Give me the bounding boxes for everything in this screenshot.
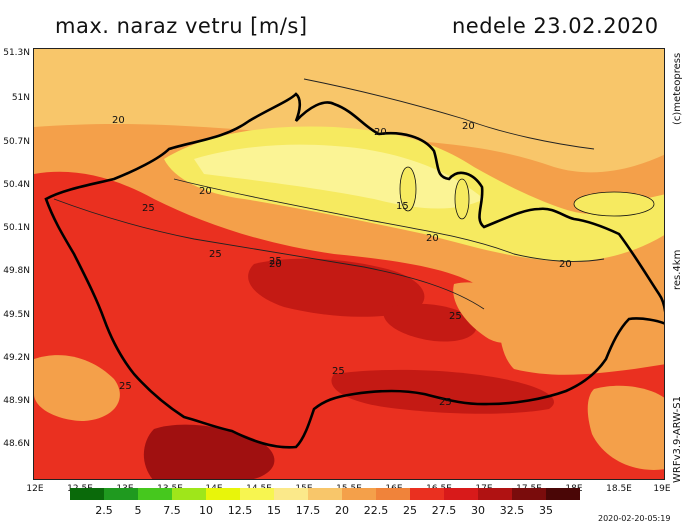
lat-tick: 49.2N (3, 353, 30, 363)
color-scale-segment (410, 488, 444, 500)
very-high-gust-patch (248, 258, 425, 317)
contour-label: 20 (112, 115, 125, 126)
color-scale-label: 30 (471, 504, 485, 517)
color-scale-segment (206, 488, 240, 500)
wind-gust-map: 20 20 20 20 20 20 20 25 25 25 25 25 25 2… (33, 48, 665, 480)
lat-tick: 50.4N (3, 180, 30, 190)
contour-label: 25 (209, 249, 222, 260)
contour-label: 15 (396, 201, 409, 212)
lat-tick: 51N (11, 93, 30, 103)
moderate-gust-patch (34, 355, 120, 421)
moderate-gust-patch (453, 282, 525, 343)
color-scale-label: 7.5 (163, 504, 181, 517)
contour-20 (303, 78, 595, 150)
color-scale-segment (376, 488, 410, 500)
color-scale-segment (308, 488, 342, 500)
lat-tick: 51.3N (3, 48, 30, 58)
contour-label: 20 (199, 186, 212, 197)
model-label: WRFv3.9-ARW-S1 (672, 396, 683, 483)
contour-label: 25 (142, 203, 155, 214)
contour-25 (53, 198, 485, 310)
color-scale-segment (70, 488, 104, 500)
color-scale-segment (546, 488, 580, 500)
resolution-label: res.4km (672, 249, 683, 290)
color-scale-label: 12.5 (227, 504, 253, 517)
contour-20 (173, 178, 605, 262)
country-border (44, 92, 664, 449)
color-scale-label: 20 (335, 504, 349, 517)
color-scale-bar (70, 488, 580, 500)
yellow-gust-blob (573, 191, 655, 217)
contour-label: 25 (332, 366, 345, 377)
color-scale-label: 27.5 (431, 504, 457, 517)
yellow-gust-blob (454, 178, 470, 220)
color-scale-label: 22.5 (363, 504, 389, 517)
contour-label: 25 (449, 311, 462, 322)
color-scale-segment (342, 488, 376, 500)
color-scale-segment (444, 488, 478, 500)
lat-tick: 48.9N (3, 396, 30, 406)
color-scale-label: 17.5 (295, 504, 321, 517)
color-scale-label: 5 (134, 504, 142, 517)
map-svg: 20 20 20 20 20 20 20 25 25 25 25 25 25 2… (34, 49, 664, 479)
color-scale-segment (274, 488, 308, 500)
lon-tick: 12E (26, 484, 44, 494)
color-scale-segment (138, 488, 172, 500)
contour-label: 25 (119, 381, 132, 392)
map-title: max. naraz vetru [m/s] (55, 14, 308, 38)
contour-label: 20 (269, 259, 282, 270)
yellow-gust-blob (399, 166, 417, 212)
lat-tick: 50.1N (3, 223, 30, 233)
color-scale-label: 10 (199, 504, 213, 517)
contour-label: 20 (374, 127, 387, 138)
lat-tick: 49.5N (3, 310, 30, 320)
extreme-gust-patch (143, 424, 275, 479)
map-date: nedele 23.02.2020 (452, 14, 659, 38)
color-scale-label: 32.5 (499, 504, 525, 517)
lon-tick: 18.5E (606, 484, 632, 494)
color-scale-segment (478, 488, 512, 500)
contour-label: 20 (426, 233, 439, 244)
contour-label: 25 (439, 397, 452, 408)
color-scale-segment (172, 488, 206, 500)
contour-label: 25 (269, 256, 282, 267)
contour-label: 20 (559, 259, 572, 270)
lat-tick: 48.6N (3, 439, 30, 449)
color-scale-label: 25 (403, 504, 417, 517)
color-scale-segment (240, 488, 274, 500)
moderate-gust-patch (587, 385, 664, 470)
color-scale-label: 15 (267, 504, 281, 517)
color-scale-segment (512, 488, 546, 500)
lat-tick: 50.7N (3, 137, 30, 147)
lat-tick: 49.8N (3, 266, 30, 276)
copyright-label: (c)meteopress (672, 52, 683, 125)
color-scale-label: 35 (539, 504, 553, 517)
contour-label: 20 (462, 121, 475, 132)
color-scale-label: 2.5 (95, 504, 113, 517)
color-scale-segment (104, 488, 138, 500)
generation-timestamp: 2020-02-20-05:19 (598, 514, 671, 523)
lon-tick: 19E (653, 484, 671, 494)
very-high-gust-patch (383, 303, 477, 342)
